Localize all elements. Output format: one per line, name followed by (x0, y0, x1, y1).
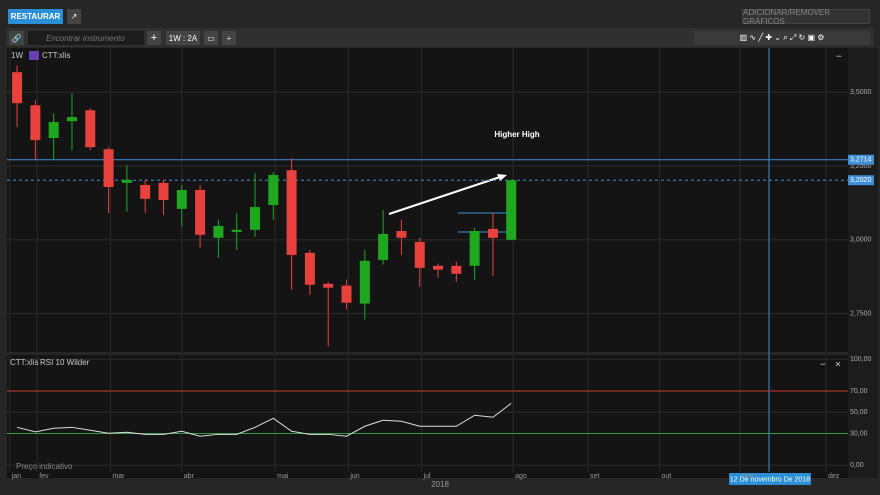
candle-body (323, 283, 334, 288)
x-tick-label: jan (11, 473, 21, 480)
y-tick-label: 50,00 (850, 409, 868, 416)
price-panel (7, 48, 848, 352)
rsi-panel (7, 355, 848, 478)
x-tick-label: dez (828, 473, 840, 480)
candle-body (12, 72, 23, 104)
candle-body (66, 117, 77, 122)
price-note: Preço indicativo (16, 462, 73, 471)
trend-arrow (388, 176, 501, 215)
close-button[interactable]: × (835, 360, 841, 371)
x-tick-label: jul (423, 473, 431, 480)
y-tick-label: 3,5000 (850, 89, 872, 96)
y-tick-label: 3,2500 (850, 163, 872, 170)
candle-body (396, 230, 407, 238)
period-button[interactable]: 1W : 2A (166, 31, 200, 45)
candle-body (195, 189, 206, 235)
interval-label: 1W (11, 51, 23, 60)
candle-body (469, 230, 480, 266)
candle-body (249, 207, 260, 230)
search-input[interactable]: Encontrar instrumento (28, 31, 144, 45)
candle-body (304, 252, 315, 285)
candle-body (506, 180, 517, 240)
rsi-instrument: CTT:xlis (10, 358, 38, 367)
candle-body (158, 182, 169, 200)
instrument-label: CTT:xlis (42, 51, 70, 60)
level-label: 3,2714 (850, 157, 872, 164)
chart-type-button[interactable]: ▭ (204, 31, 218, 45)
annotation: Higher High (494, 130, 539, 139)
x-tick-label: out (661, 473, 671, 480)
tool-icons[interactable]: ▥ ∿ ╱ ✚ ⌄ ⌕ ⤢ ↻ ▣ ⚙ (694, 31, 870, 45)
candle-body (140, 184, 151, 199)
x-tick-label: set (590, 473, 599, 480)
crosshair-date: 12 De novembro De 2018 (730, 476, 810, 483)
candle-body (451, 265, 462, 274)
y-tick-label: 0,00 (850, 462, 864, 469)
candle-body (378, 233, 389, 260)
add-button[interactable]: + (147, 31, 161, 45)
compare-button[interactable]: ÷ (222, 31, 236, 45)
x-tick-label: jun (349, 473, 359, 480)
y-tick-label: 30,00 (850, 430, 868, 437)
candle-body (30, 105, 41, 141)
candle-body (433, 265, 444, 270)
candle-body (231, 229, 242, 232)
rsi-indicator: RSI 10 Wilder (40, 358, 90, 367)
level-label-box (848, 154, 874, 165)
x-tick-label: mai (277, 473, 289, 480)
minimize-button[interactable]: − (820, 360, 826, 371)
x-tick-label: nov (742, 473, 754, 480)
price-axis (848, 48, 878, 478)
y-tick-label: 70,00 (850, 388, 868, 395)
level-label: 3,2020 (850, 177, 872, 184)
crosshair-date-box (729, 473, 811, 485)
year-label: 2018 (431, 480, 449, 489)
candle-body (48, 122, 59, 139)
candle-body (487, 228, 498, 238)
candle-body (103, 149, 114, 188)
add-remove-button[interactable]: ADICIONAR/REMOVER GRÁFICOS (742, 8, 870, 26)
candle-body (213, 225, 224, 238)
minimize-button[interactable]: − (836, 52, 842, 63)
restore-button[interactable]: RESTAURAR (8, 9, 63, 24)
level-label-box (848, 175, 874, 186)
y-tick-label: 100,00 (850, 356, 872, 363)
arrow-head (497, 174, 507, 181)
candle-body (359, 260, 370, 304)
candle-body (286, 170, 297, 255)
popout-button[interactable]: ↗ (67, 9, 81, 24)
link-button[interactable]: 🔗 (9, 31, 24, 45)
x-tick-label: ago (515, 473, 527, 480)
y-tick-label: 3,0000 (850, 237, 872, 244)
candle-body (341, 285, 352, 303)
candle-body (121, 179, 132, 183)
y-tick-label: 2,7500 (850, 310, 872, 317)
candle-body (268, 174, 279, 206)
candle-body (85, 110, 96, 148)
rsi-line (16, 402, 512, 437)
x-tick-label: mar (112, 473, 125, 480)
x-tick-label: abr (184, 473, 195, 480)
instrument-icon (29, 51, 39, 60)
candle-body (414, 241, 425, 268)
x-tick-label: fev (39, 473, 49, 480)
candle-body (176, 189, 187, 209)
